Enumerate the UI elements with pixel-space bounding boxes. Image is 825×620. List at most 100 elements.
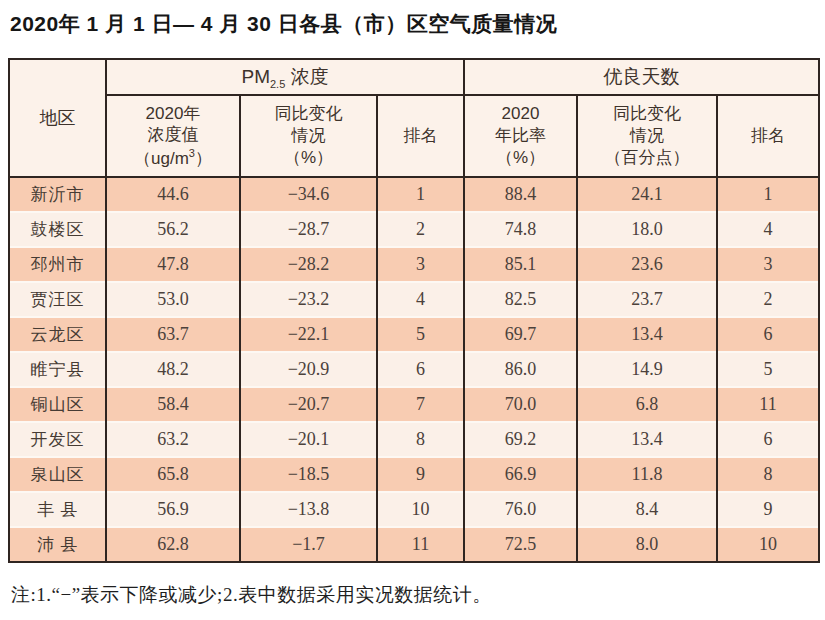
column-header-gd-rank: 排名 [717,95,819,177]
column-header-region: 地区 [9,59,106,177]
pm-value-cell: 63.7 [106,317,240,352]
table-row: 丰 县 56.9 −13.8 10 76.0 8.4 9 [9,492,819,527]
good-days-rank-cell: 4 [717,212,819,247]
pm-rank-cell: 5 [377,317,464,352]
table-row: 睢宁县 48.2 −20.9 6 86.0 14.9 5 [9,352,819,387]
region-cell: 邳州市 [9,247,106,282]
table-row: 云龙区 63.7 −22.1 5 69.7 13.4 6 [9,317,819,352]
page: 2020年 1 月 1 日— 4 月 30 日各县（市）区空气质量情况 地区 P… [0,0,825,608]
pm-value-cell: 47.8 [106,247,240,282]
good-days-ratio-cell: 85.1 [464,247,577,282]
column-group-pm25: PM2.5 浓度 [106,59,464,95]
good-days-ratio-cell: 69.7 [464,317,577,352]
table-body: 新沂市 44.6 −34.6 1 88.4 24.1 1 鼓楼区 56.2 −2… [9,177,819,562]
pm-rank-cell: 11 [377,527,464,562]
good-days-ratio-cell: 88.4 [464,177,577,212]
pm-value-cell: 56.2 [106,212,240,247]
region-cell: 沛 县 [9,527,106,562]
good-days-change-cell: 8.4 [577,492,717,527]
good-days-change-cell: 23.6 [577,247,717,282]
good-days-change-cell: 6.8 [577,387,717,422]
pm-rank-cell: 3 [377,247,464,282]
pm-change-cell: −20.9 [240,352,377,387]
good-days-change-cell: 24.1 [577,177,717,212]
region-cell: 铜山区 [9,387,106,422]
pm-value-cell: 48.2 [106,352,240,387]
good-days-rank-cell: 11 [717,387,819,422]
pm-change-cell: −20.7 [240,387,377,422]
good-days-ratio-cell: 86.0 [464,352,577,387]
pm-change-cell: −1.7 [240,527,377,562]
pm-change-cell: −20.1 [240,422,377,457]
pm-rank-cell: 6 [377,352,464,387]
good-days-rank-cell: 6 [717,422,819,457]
good-days-ratio-cell: 76.0 [464,492,577,527]
pm-change-cell: −28.2 [240,247,377,282]
region-cell: 鼓楼区 [9,212,106,247]
table-row: 开发区 63.2 −20.1 8 69.2 13.4 6 [9,422,819,457]
pm-value-cell: 56.9 [106,492,240,527]
good-days-ratio-cell: 74.8 [464,212,577,247]
good-days-change-cell: 18.0 [577,212,717,247]
good-days-rank-cell: 1 [717,177,819,212]
good-days-rank-cell: 5 [717,352,819,387]
table-row: 沛 县 62.8 −1.7 11 72.5 8.0 10 [9,527,819,562]
region-cell: 开发区 [9,422,106,457]
good-days-change-cell: 14.9 [577,352,717,387]
good-days-ratio-cell: 66.9 [464,457,577,492]
pm-rank-cell: 4 [377,282,464,317]
good-days-rank-cell: 9 [717,492,819,527]
good-days-change-cell: 8.0 [577,527,717,562]
good-days-rank-cell: 2 [717,282,819,317]
pm-rank-cell: 7 [377,387,464,422]
pm-value-cell: 53.0 [106,282,240,317]
region-cell: 泉山区 [9,457,106,492]
pm-value-cell: 62.8 [106,527,240,562]
good-days-rank-cell: 3 [717,247,819,282]
region-cell: 丰 县 [9,492,106,527]
good-days-rank-cell: 6 [717,317,819,352]
column-header-pm-change: 同比变化 情况 （%） [240,95,377,177]
good-days-ratio-cell: 82.5 [464,282,577,317]
pm-change-cell: −18.5 [240,457,377,492]
good-days-change-cell: 23.7 [577,282,717,317]
region-cell: 新沂市 [9,177,106,212]
pm-value-cell: 63.2 [106,422,240,457]
table-row: 新沂市 44.6 −34.6 1 88.4 24.1 1 [9,177,819,212]
table-row: 铜山区 58.4 −20.7 7 70.0 6.8 11 [9,387,819,422]
footnote: 注:1.“−”表示下降或减少;2.表中数据采用实况数据统计。 [11,582,818,608]
table-row: 鼓楼区 56.2 −28.7 2 74.8 18.0 4 [9,212,819,247]
page-title: 2020年 1 月 1 日— 4 月 30 日各县（市）区空气质量情况 [10,10,818,38]
region-cell: 贾汪区 [9,282,106,317]
good-days-change-cell: 13.4 [577,422,717,457]
pm-value-cell: 58.4 [106,387,240,422]
good-days-ratio-cell: 69.2 [464,422,577,457]
good-days-change-cell: 11.8 [577,457,717,492]
good-days-rank-cell: 8 [717,457,819,492]
pm-change-cell: −22.1 [240,317,377,352]
pm-value-cell: 65.8 [106,457,240,492]
table-row: 贾汪区 53.0 −23.2 4 82.5 23.7 2 [9,282,819,317]
good-days-ratio-cell: 70.0 [464,387,577,422]
good-days-change-cell: 13.4 [577,317,717,352]
pm-change-cell: −23.2 [240,282,377,317]
good-days-ratio-cell: 72.5 [464,527,577,562]
pm25-subscript: 2.5 [270,78,285,90]
table-row: 邳州市 47.8 −28.2 3 85.1 23.6 3 [9,247,819,282]
pm-rank-cell: 2 [377,212,464,247]
pm-rank-cell: 8 [377,422,464,457]
pm-rank-cell: 1 [377,177,464,212]
pm-change-cell: −34.6 [240,177,377,212]
region-cell: 云龙区 [9,317,106,352]
column-header-pm-value: 2020年 浓度值 （ug/m3） [106,95,240,177]
pm-change-cell: −13.8 [240,492,377,527]
pm-rank-cell: 9 [377,457,464,492]
column-header-ratio: 2020 年比率 （%） [464,95,577,177]
pm-change-cell: −28.7 [240,212,377,247]
column-group-good-days: 优良天数 [464,59,819,95]
region-cell: 睢宁县 [9,352,106,387]
good-days-rank-cell: 10 [717,527,819,562]
pm-value-cell: 44.6 [106,177,240,212]
air-quality-table: 地区 PM2.5 浓度 优良天数 2020年 浓度值 （ug/m3） 同比变化 … [8,58,820,563]
column-header-ratio-change: 同比变化 情况 （百分点） [577,95,717,177]
